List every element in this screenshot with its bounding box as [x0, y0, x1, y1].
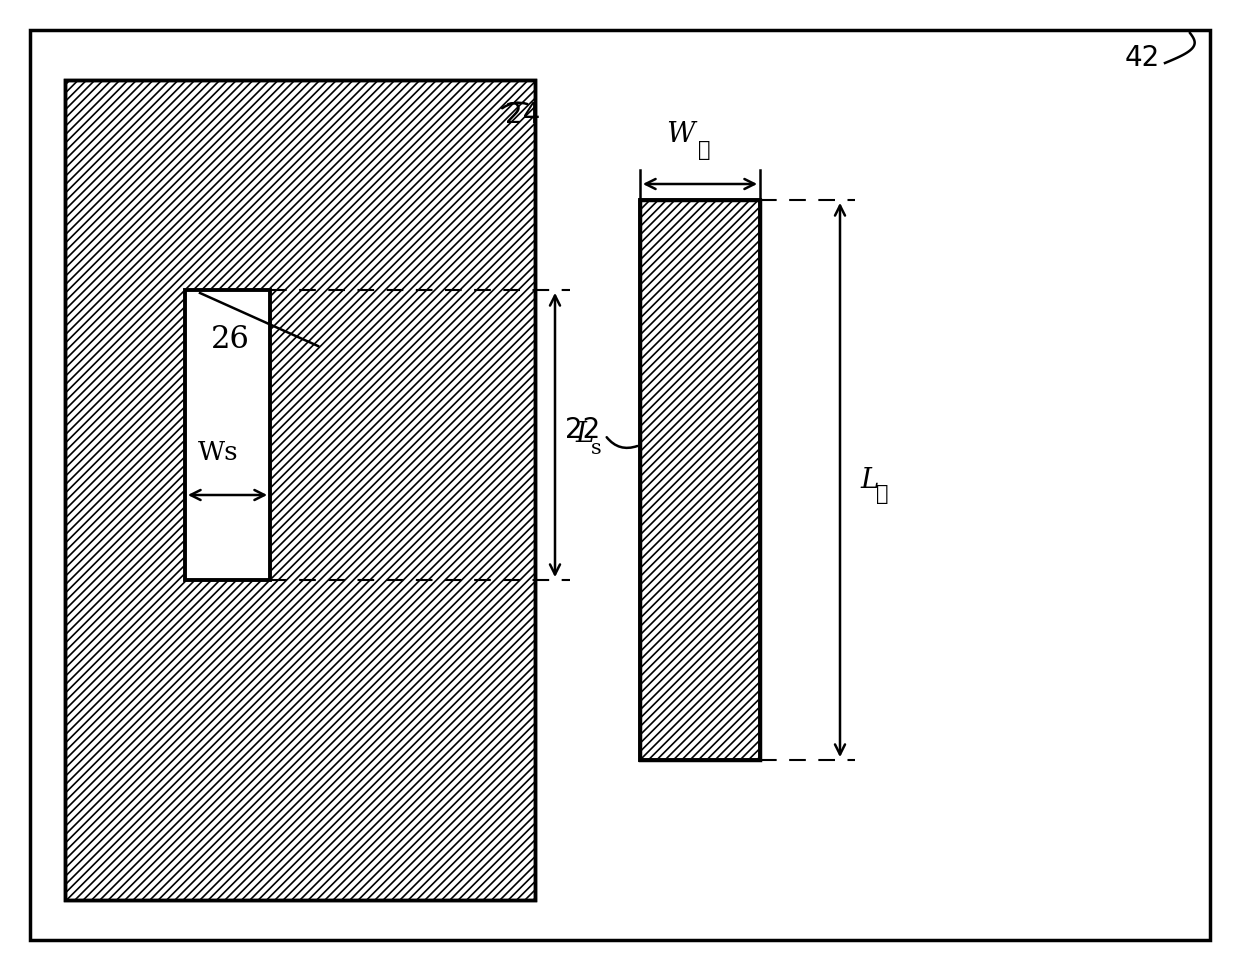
Bar [640, 200, 760, 760]
Text: Ws: Ws [197, 440, 238, 465]
Text: ℓ: ℓ [875, 485, 889, 504]
Bar [64, 80, 534, 900]
Bar [640, 200, 760, 760]
Bar [64, 80, 534, 900]
Bar [64, 80, 534, 900]
Text: L: L [575, 421, 594, 449]
Text: W: W [666, 121, 694, 148]
Text: 26: 26 [211, 324, 249, 355]
Text: ℓ: ℓ [698, 141, 711, 160]
Text: 22: 22 [564, 416, 600, 444]
Bar [185, 290, 270, 580]
Bar [640, 200, 760, 760]
Text: 24: 24 [505, 101, 541, 129]
Text: L: L [861, 466, 878, 493]
Bar [185, 290, 270, 580]
Text: 42: 42 [1125, 44, 1159, 72]
Text: s: s [591, 440, 601, 458]
